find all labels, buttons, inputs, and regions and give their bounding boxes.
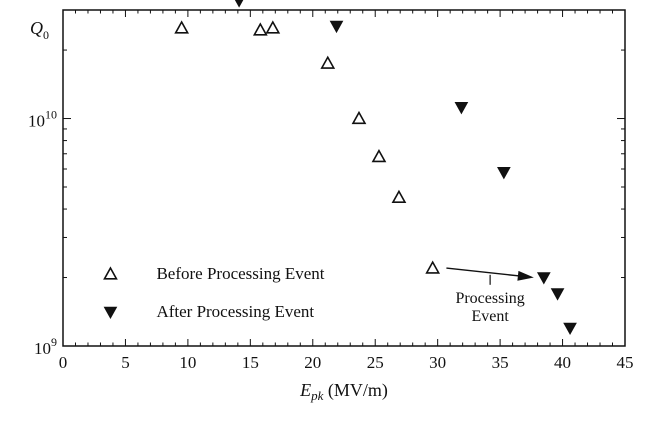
annotation-text-line: Event [471, 308, 509, 325]
x-tick-label: 35 [492, 353, 509, 372]
y-tick-label: 1010 [28, 108, 57, 131]
x-tick-label: 40 [554, 353, 571, 372]
legend-marker-after [103, 306, 118, 320]
x-tick-label: 5 [121, 353, 130, 372]
after-processing-point [550, 288, 565, 301]
y-axis-title: Q0 [30, 18, 49, 42]
before-processing-point [320, 55, 336, 69]
before-processing-point [425, 260, 441, 274]
x-axis-title-main: E [299, 380, 311, 400]
after-processing-point [454, 102, 469, 115]
x-tick-label: 30 [429, 353, 446, 372]
data-points [174, 0, 577, 336]
after-processing-point [536, 272, 551, 285]
axis-ticks [62, 9, 626, 347]
legend-label-after: After Processing Event [156, 302, 314, 321]
before-processing-point [265, 20, 281, 34]
plot-frame [62, 9, 626, 347]
x-tick-label: 15 [242, 353, 259, 372]
axis-tick-labels: 0 5 10 15 20 25 30 35 40 45 109 1010 [28, 108, 634, 372]
legend-label-before: Before Processing Event [156, 264, 324, 283]
after-processing-point [329, 20, 344, 34]
x-axis-title-sub: pk [310, 388, 324, 403]
x-tick-label: 25 [367, 353, 384, 372]
x-axis-title: Epk (MV/m) [299, 380, 388, 403]
before-processing-point [351, 110, 367, 125]
legend: Before Processing Event After Processing … [103, 264, 325, 321]
x-tick-label: 20 [304, 353, 321, 372]
y-axis-title-sub: 0 [43, 28, 49, 42]
after-processing-point [497, 167, 511, 180]
after-processing-point [563, 322, 577, 336]
after-processing-point [234, 0, 244, 8]
annotation-arrowhead [517, 270, 534, 281]
x-axis-title-unit: (MV/m) [323, 380, 388, 401]
annotation-text-line: Processing [455, 290, 524, 307]
before-processing-point [174, 20, 190, 34]
annotation-arrow-shaft [446, 267, 522, 277]
x-tick-label: 45 [617, 353, 634, 372]
legend-marker-before [103, 266, 118, 280]
before-processing-point [252, 22, 268, 36]
x-tick-label: 10 [179, 353, 196, 372]
before-processing-point [391, 189, 407, 204]
before-processing-point [371, 148, 387, 163]
plot-border [62, 9, 626, 347]
x-tick-label: 0 [59, 353, 68, 372]
y-axis-title-main: Q [30, 18, 43, 38]
y-tick-label: 109 [34, 335, 57, 358]
